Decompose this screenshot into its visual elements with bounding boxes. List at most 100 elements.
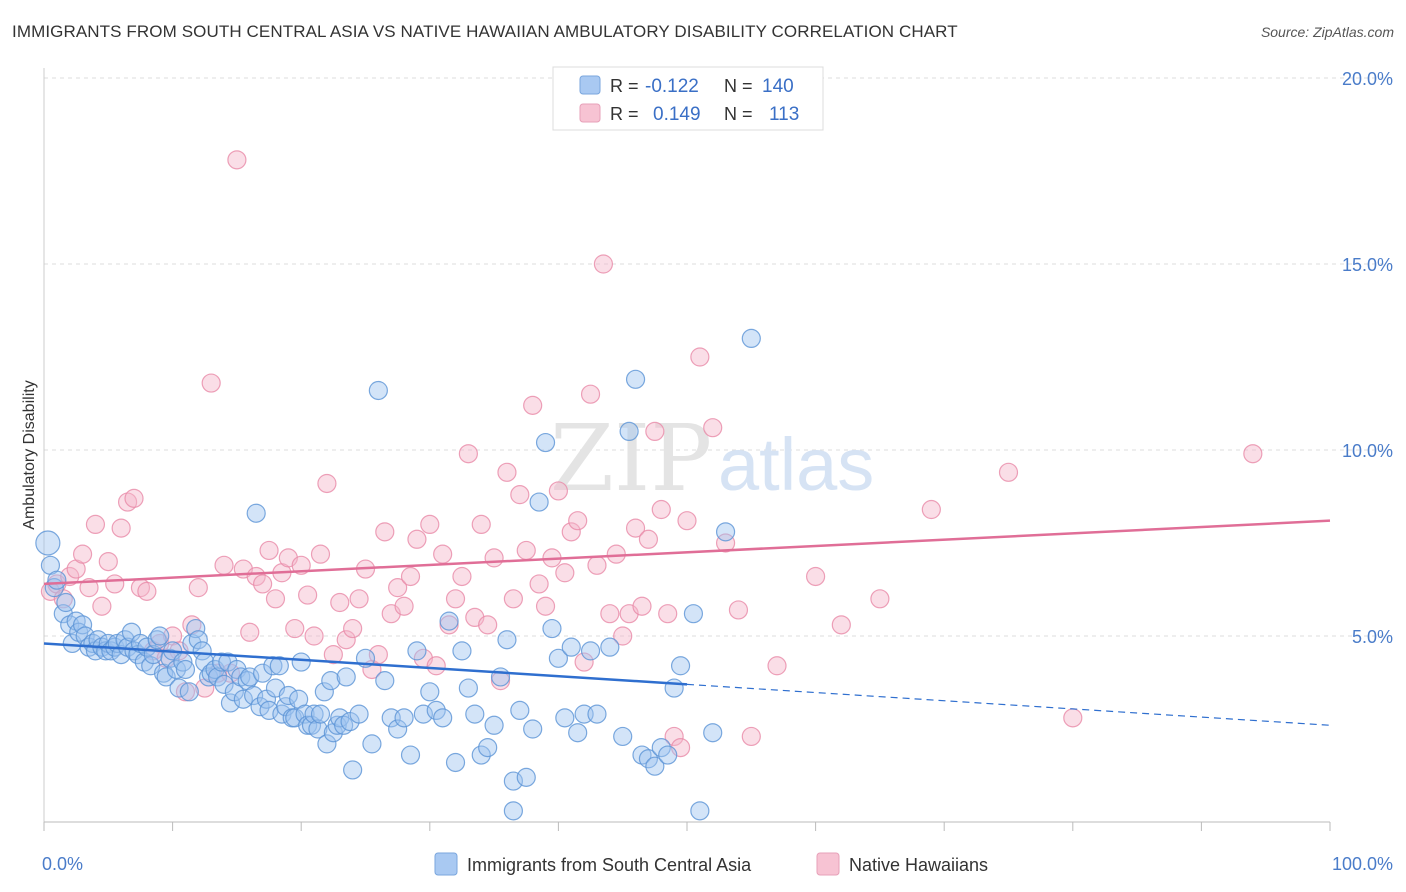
- native-hawaiians-point: [478, 615, 498, 635]
- trendlines: [43, 519, 1331, 726]
- immigrants-point: [160, 648, 180, 668]
- native-hawaiians-point: [317, 473, 337, 494]
- immigrants-point: [186, 618, 206, 639]
- immigrants-point: [111, 644, 131, 665]
- legend-swatch-blue: [579, 75, 601, 95]
- native-hawaiians-point: [298, 585, 318, 605]
- native-hawaiians-point: [568, 511, 588, 531]
- immigrants-point: [503, 771, 523, 791]
- y-tick-label: 15.0%: [1342, 255, 1393, 275]
- native-hawaiians-point: [632, 596, 652, 616]
- legend-swatch-blue: [434, 852, 458, 876]
- native-hawaiians-point: [471, 514, 491, 535]
- immigrants-point: [35, 530, 61, 556]
- legend-series-label: Native Hawaiians: [849, 855, 988, 875]
- immigrants-point: [600, 637, 620, 657]
- x-tick-labels: 0.0% 100.0%: [42, 854, 1393, 874]
- immigrants-points: [35, 328, 761, 821]
- immigrants-point: [137, 637, 157, 657]
- immigrants-point: [343, 760, 363, 780]
- immigrants-point: [548, 648, 569, 668]
- immigrants-point: [452, 641, 472, 661]
- immigrants-point: [619, 421, 639, 441]
- native-hawaiians-point: [98, 551, 118, 572]
- immigrants-point: [478, 737, 498, 758]
- immigrants-point: [214, 674, 234, 694]
- native-hawaiians-point: [593, 254, 614, 274]
- native-hawaiians-point: [214, 555, 234, 575]
- legend-n-value: 113: [769, 104, 799, 125]
- watermark-zip: ZIP: [550, 405, 712, 512]
- native-hawaiians-point: [767, 656, 787, 676]
- immigrants-point: [658, 745, 678, 765]
- immigrants-point: [638, 749, 659, 769]
- y-tick-label: 10.0%: [1342, 441, 1393, 461]
- native-hawaiians-point: [516, 540, 536, 561]
- native-hawaiians-point: [72, 544, 93, 564]
- legend-n-label: N =: [724, 76, 753, 96]
- native-hawaiians-point: [510, 485, 530, 505]
- immigrants-point: [220, 693, 241, 713]
- immigrants-point: [156, 667, 176, 687]
- axes: [43, 68, 1331, 831]
- native-hawaiians-point: [715, 533, 736, 553]
- immigrants-point: [683, 604, 704, 624]
- immigrants-point: [72, 615, 93, 635]
- immigrants-point: [192, 641, 212, 661]
- native-hawaiians-point: [265, 589, 286, 609]
- immigrants-point: [503, 801, 523, 821]
- immigrants-point: [651, 737, 671, 758]
- native-hawaiians-point: [111, 518, 131, 538]
- y-axis-label: Ambulatory Disability: [21, 380, 38, 529]
- native-hawaiians-point: [304, 626, 324, 646]
- immigrants-point: [321, 671, 341, 691]
- native-hawaiians-point: [831, 615, 851, 635]
- immigrants-point: [269, 656, 289, 676]
- immigrants-trendline-extension: [686, 683, 1331, 726]
- immigrants-point: [211, 652, 232, 672]
- native-hawaiians-point: [728, 600, 749, 620]
- immigrants-point: [246, 503, 266, 523]
- native-hawaiians-point: [188, 578, 208, 598]
- immigrants-point: [362, 734, 382, 754]
- legend-r-value: -0.122: [645, 76, 699, 97]
- immigrants-point: [208, 667, 228, 687]
- immigrants-point: [388, 719, 408, 739]
- native-hawaiians-point: [92, 596, 112, 616]
- native-hawaiians-point: [407, 529, 427, 549]
- immigrants-point: [407, 641, 427, 661]
- immigrants-point: [516, 767, 536, 787]
- native-hawaiians-point: [651, 499, 671, 520]
- native-hawaiians-point: [998, 462, 1019, 482]
- native-hawaiians-point: [343, 618, 363, 639]
- immigrants-point: [233, 689, 253, 709]
- native-hawaiians-point: [285, 618, 305, 639]
- native-hawaiians-point: [587, 555, 607, 575]
- native-hawaiians-point: [137, 581, 157, 601]
- legend-r-value: 0.149: [653, 104, 701, 125]
- native-hawaiians-point: [1063, 708, 1083, 728]
- native-hawaiians-point: [240, 622, 260, 642]
- immigrants-point: [523, 719, 543, 739]
- immigrants-point: [317, 734, 337, 754]
- native-hawaiians-point: [645, 421, 665, 441]
- source-label: Source: ZipAtlas.com: [1260, 24, 1394, 40]
- native-hawaiians-point: [741, 726, 761, 747]
- native-hawaiians-point: [548, 481, 569, 501]
- native-hawaiians-point: [535, 596, 556, 616]
- native-hawaiians-point: [336, 630, 356, 650]
- immigrants-point: [426, 700, 446, 721]
- y-tick-label: 20.0%: [1342, 69, 1393, 89]
- immigrants-point: [703, 723, 723, 743]
- immigrants-point: [542, 618, 562, 639]
- native-hawaiians-point: [664, 726, 684, 747]
- native-hawaiians-point: [625, 518, 646, 538]
- immigrants-point: [175, 659, 196, 680]
- immigrants-point: [690, 801, 710, 821]
- legend-n-label: N =: [724, 104, 753, 124]
- native-hawaiians-point: [921, 499, 941, 520]
- native-hawaiians-point: [85, 514, 106, 535]
- native-hawaiians-point: [426, 656, 446, 676]
- immigrants-point: [244, 685, 264, 706]
